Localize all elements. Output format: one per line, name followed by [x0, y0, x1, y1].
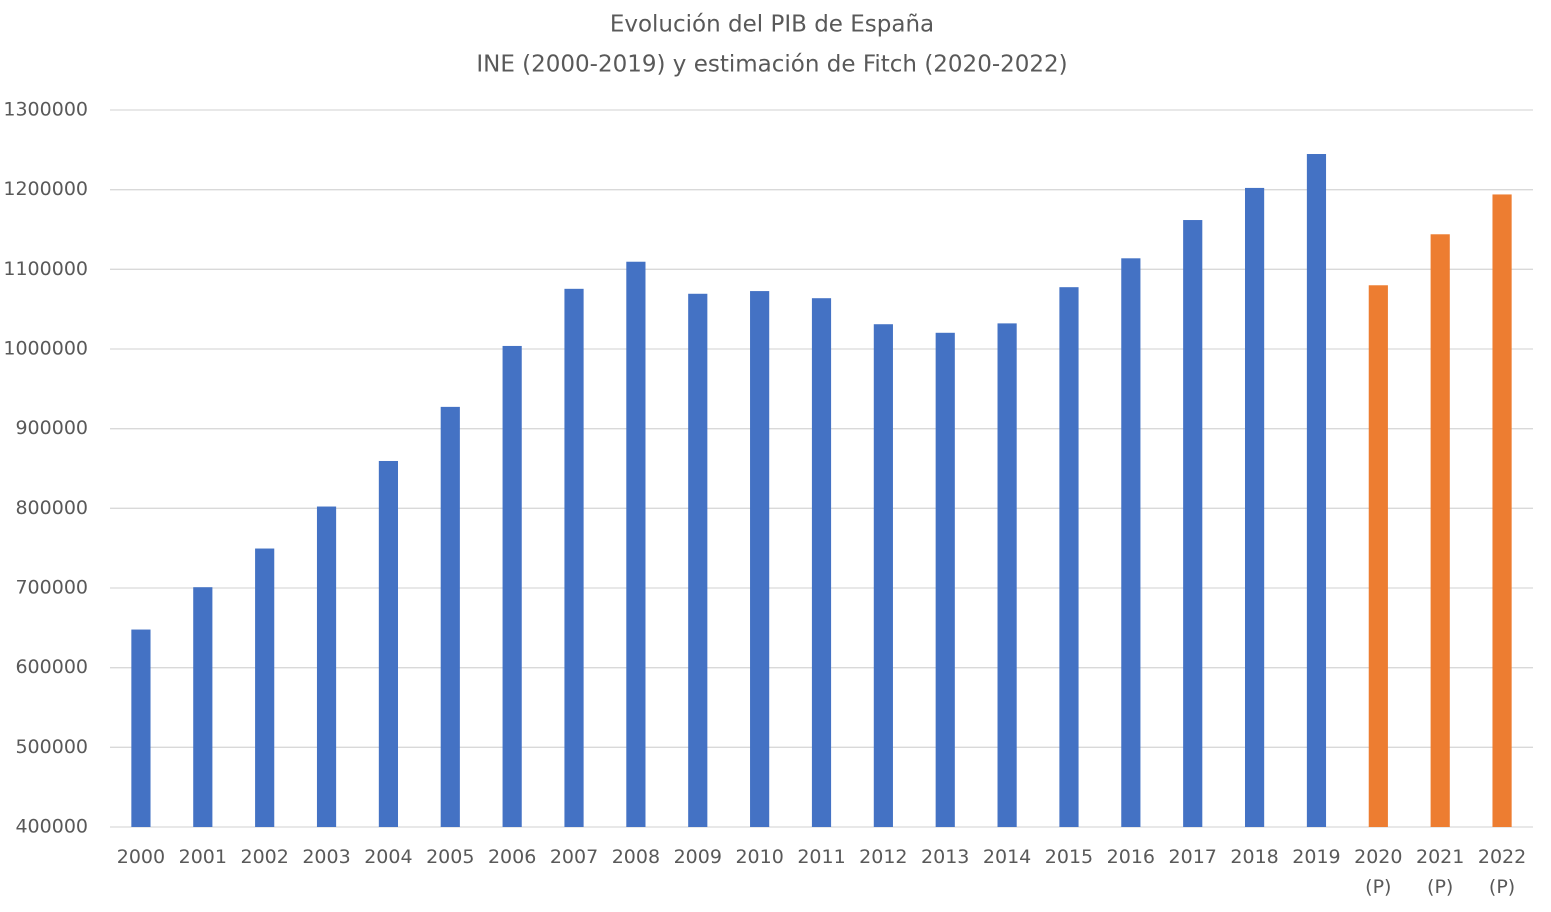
bar: [626, 261, 646, 828]
x-tick-label: 2010: [735, 846, 784, 868]
x-tick-label: 2018: [1230, 846, 1279, 868]
bar: [750, 291, 770, 827]
bar: [688, 293, 708, 827]
bar: [502, 345, 522, 827]
x-tick-label: 2006: [487, 846, 537, 868]
y-tick-label: 700000: [15, 577, 88, 599]
bar: [997, 323, 1017, 827]
x-tick-label: 2022 (P): [1477, 846, 1527, 898]
bar: [131, 629, 151, 827]
x-tick-label: 2013: [921, 846, 970, 868]
x-tick-label: 2016: [1106, 846, 1156, 868]
y-tick-label: 1300000: [3, 99, 88, 121]
x-tick-label: 2019: [1292, 846, 1341, 868]
y-tick-label: 800000: [15, 497, 88, 519]
y-tick-label: 600000: [15, 656, 88, 678]
x-tick-label: 2014: [982, 846, 1032, 868]
y-tick-label: 900000: [15, 417, 88, 439]
bar: [440, 406, 460, 827]
bar: [1430, 234, 1450, 827]
x-tick-label: 2011: [797, 846, 846, 868]
bar: [1059, 287, 1079, 827]
bar: [564, 288, 584, 828]
chart-title: Evolución del PIB de España: [610, 12, 934, 38]
y-tick-label: 1000000: [3, 338, 88, 360]
y-tick-label: 400000: [15, 816, 88, 838]
x-tick-label: 2005: [426, 846, 475, 868]
chart-subtitle: INE (2000-2019) y estimación de Fitch (2…: [476, 52, 1067, 78]
bar: [873, 324, 893, 827]
x-tick-label: 2004: [364, 846, 413, 868]
x-tick-label: 2008: [611, 846, 661, 868]
bar: [1121, 258, 1141, 827]
x-tick-label: 2001: [178, 846, 227, 868]
bar: [811, 298, 832, 827]
bar: [193, 587, 213, 827]
x-tick-label: 2017: [1168, 846, 1217, 868]
bar: [1492, 194, 1512, 828]
x-tick-label: 2015: [1044, 846, 1094, 868]
y-tick-label: 1200000: [3, 178, 88, 200]
x-tick-label: 2002: [240, 846, 289, 868]
x-tick-label: 2020 (P): [1354, 846, 1403, 898]
x-tick-label: 2012: [859, 846, 908, 868]
x-tick-label: 2009: [673, 846, 722, 868]
x-tick-label: 2007: [549, 846, 599, 868]
bar: [378, 460, 399, 827]
y-tick-label: 500000: [15, 736, 88, 758]
bar: [1244, 187, 1265, 828]
bar: [1306, 154, 1327, 827]
bar: [1368, 285, 1388, 827]
x-tick-label: 2021 (P): [1416, 846, 1465, 898]
bar: [316, 506, 337, 827]
x-tick-label: 2000: [116, 846, 166, 868]
bar: [1183, 220, 1203, 827]
bar: [255, 548, 275, 827]
x-tick-label: 2003: [302, 846, 351, 868]
y-tick-label: 1100000: [3, 258, 88, 280]
bar: [935, 332, 955, 827]
